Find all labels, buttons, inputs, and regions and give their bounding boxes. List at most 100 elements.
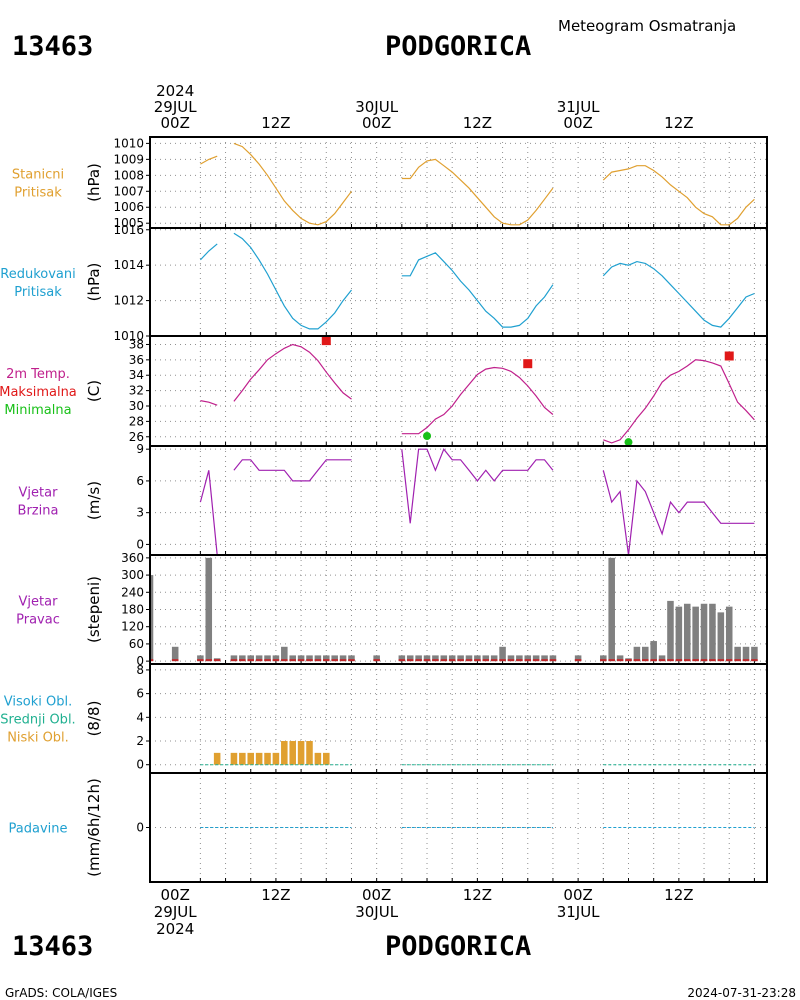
wind-direction-bar — [150, 575, 154, 662]
meteogram-panels: 1005 1006 1007 1008 1009 1010 (hPa) Stanicni Pri… — [0, 136, 768, 883]
wind-direction-bar — [465, 655, 473, 662]
y-tick-label: 26 — [129, 430, 144, 444]
bottom-time-label: 00Z — [160, 886, 189, 904]
calm-wind-marker — [423, 659, 431, 662]
clouds-bar — [323, 752, 330, 765]
footer-timestamp: 2024-07-31-23:28 — [687, 986, 796, 1000]
wind-direction-bar — [448, 655, 456, 662]
y-tick-label: 0 — [136, 654, 144, 668]
wind-direction-bar — [457, 655, 464, 662]
y-tick-label: 1008 — [113, 168, 144, 182]
calm-wind-marker — [541, 659, 548, 662]
clouds-bar — [247, 752, 255, 765]
top-time-label: 00Z — [362, 114, 391, 132]
calm-wind-marker — [457, 659, 464, 662]
calm-wind-marker — [440, 659, 448, 662]
y-tick-label: 9 — [136, 442, 144, 456]
calm-wind-marker — [264, 659, 271, 662]
clouds-plot-area — [200, 741, 755, 766]
pressure-reduced-side-label: Redukovani — [0, 267, 75, 282]
y-tick-label: 1007 — [113, 184, 144, 198]
pressure-station-panel: 1005 1006 1007 1008 1009 1010 (hPa) Stanicni Pri… — [12, 136, 768, 230]
clouds-panel: 0 2 4 6 8 (8/8) Visoki Obl. Srednji Obl. Niski O… — [0, 663, 768, 774]
pressure-station-series-line — [401, 158, 554, 226]
calm-wind-marker — [625, 659, 632, 662]
clouds-bar — [255, 752, 263, 765]
top-time-label: 31JUL — [557, 98, 600, 116]
y-tick-label: 38 — [129, 337, 144, 351]
calm-wind-marker — [532, 659, 540, 662]
clouds-bar — [297, 741, 305, 765]
wind-direction-bar — [667, 600, 674, 662]
calm-wind-marker — [734, 659, 741, 662]
calm-wind-marker — [373, 659, 380, 662]
calm-wind-marker — [650, 659, 657, 662]
wind-direction-bar — [281, 646, 288, 662]
calm-wind-marker — [751, 659, 758, 662]
wind-direction-bar — [633, 646, 641, 662]
y-tick-label: 1006 — [113, 200, 144, 214]
precipitation-y-axis-label: (mm/6h/12h) — [85, 778, 103, 877]
top-time-label: 30JUL — [355, 98, 398, 116]
wind-direction-bar — [717, 612, 725, 662]
calm-wind-marker — [642, 659, 649, 662]
calm-wind-marker — [507, 659, 515, 662]
y-tick-label: 3 — [136, 506, 144, 520]
wind-speed-frame — [149, 445, 768, 556]
calm-wind-marker — [616, 659, 624, 662]
calm-wind-marker — [213, 659, 221, 662]
y-tick-label: 32 — [129, 384, 144, 398]
pressure-station-side-label: Pritisak — [14, 186, 62, 201]
clouds-bar — [314, 752, 322, 765]
y-tick-label: 0 — [136, 758, 144, 772]
precipitation-side-label: Padavine — [9, 822, 68, 837]
wind-direction-bar — [549, 655, 557, 662]
calm-wind-marker — [247, 659, 255, 662]
bottom-time-label: 2024 — [156, 920, 194, 938]
y-tick-label: 1010 — [113, 329, 144, 343]
clouds-bar — [213, 752, 221, 765]
top-time-label: 12Z — [664, 114, 693, 132]
bottom-time-label: 31JUL — [557, 903, 600, 921]
y-tick-label: 0 — [136, 821, 144, 835]
y-tick-label: 1016 — [113, 223, 144, 237]
max-temp-marker — [523, 359, 533, 369]
temperature-side-label: Maksimalna — [0, 385, 77, 400]
calm-wind-marker — [150, 659, 154, 662]
top-time-label: 00Z — [563, 114, 592, 132]
calm-wind-marker — [709, 659, 716, 662]
calm-wind-marker — [683, 659, 691, 662]
wind-direction-bar — [314, 655, 322, 662]
calm-wind-marker — [289, 659, 296, 662]
pressure-station-frame — [149, 136, 768, 229]
wind-direction-bar — [600, 655, 607, 662]
clouds-bar — [230, 752, 238, 765]
calm-wind-marker — [348, 659, 355, 662]
wind-speed-series-line — [401, 448, 554, 524]
wind-direction-bar — [541, 655, 548, 662]
wind-direction-bar — [297, 655, 305, 662]
bottom-time-label: 12Z — [261, 886, 290, 904]
wind-direction-bar — [423, 655, 431, 662]
clouds-bar — [264, 752, 271, 765]
wind-direction-bar — [171, 646, 179, 662]
wind-direction-bar — [683, 603, 691, 662]
wind-direction-bar — [373, 655, 380, 662]
top-time-label: 00Z — [160, 114, 189, 132]
pressure-reduced-side-label: Pritisak — [14, 285, 62, 300]
wind-direction-side-label: Pravac — [16, 613, 60, 628]
pressure-station-y-axis-label: (hPa) — [85, 163, 103, 202]
calm-wind-marker — [700, 659, 708, 662]
wind-direction-bar — [675, 606, 683, 662]
calm-wind-marker — [608, 659, 615, 662]
wind-direction-bar — [348, 655, 355, 662]
wind-direction-bar — [650, 641, 657, 662]
y-tick-label: 36 — [129, 353, 144, 367]
calm-wind-marker — [725, 659, 733, 662]
y-tick-label: 8 — [136, 663, 144, 677]
bottom-time-label: 12Z — [664, 886, 693, 904]
clouds-bar — [272, 752, 280, 765]
wind-direction-bar — [742, 646, 750, 662]
wind-direction-bar — [709, 603, 716, 662]
